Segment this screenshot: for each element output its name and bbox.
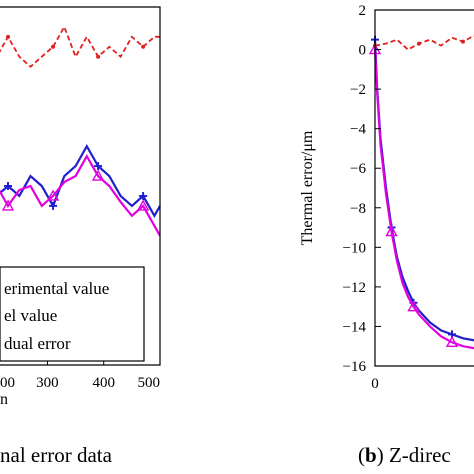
panel-b-series-2-marker [417,41,421,46]
panel-a-caption: nal error data [0,443,113,467]
legend-entry-model: el value [4,306,57,325]
panel-b-ytick-label: −16 [343,359,367,375]
panel-b-ytick-label: −6 [350,161,366,177]
panel-b-axes-box [374,9,474,367]
panel-a-series-2-marker [6,34,11,39]
panel-b-ytick-label: 2 [359,3,367,19]
panel-b-series-2-line [374,34,474,51]
panel-a-xtick-label: 00 [0,375,15,391]
panel-a-series-0-marker [49,201,58,210]
panel-b-ytick-label: −14 [343,319,367,335]
panel-b-ytick-label: 0 [359,43,367,59]
panel-b-ylabel: Thermal error/μm [299,130,316,245]
panel-a-series-0-marker [4,182,13,190]
legend-box [0,266,145,362]
panel-b-series-1-marker [445,335,459,347]
panel-b: 20−2−4−6−8−10−12−14−160100 Thermal error… [299,3,474,467]
panel-a-series-2-marker [51,44,56,49]
panel-b-ytick-label: −8 [350,201,366,217]
panel-b-series-1-line [373,49,474,350]
panel-a-series-2-line [0,24,160,68]
panel-b-series-1-marker [407,300,420,312]
panel-a-series-0-marker [139,191,148,200]
panel-a-xlabel: n [0,391,8,408]
panel-b-series-1-marker [385,225,398,237]
panel-a-xtick-label: 500 [138,375,161,391]
legend-entry-residual: dual error [4,334,71,353]
panel-b-series-0-line [373,39,474,342]
panel-b-ytick-label: −2 [350,82,366,98]
panel-b-ytick-label: −12 [343,280,366,296]
panel-b-caption-letter: b [365,443,377,467]
panel-a-series-1-marker [91,169,105,181]
panel-a-series-1-marker [46,189,60,201]
panel-a-series-0-marker [94,162,103,171]
panel-b-ytick-label: −4 [350,122,366,138]
panel-b-series-2-marker [461,39,465,44]
panel-a-series-0-line [0,143,161,219]
panel-a-series-1-line [0,153,161,237]
panel-a-xtick-label: 300 [36,375,59,391]
panel-a-axes-box [0,6,161,366]
panel-a-series-1-marker [1,199,15,211]
panel-b-caption-text: Z-direc [389,443,451,467]
panel-a: 00 300 400 500 erimental value el value dua… [0,6,161,467]
panel-a-series-2-marker [141,44,146,49]
panel-a-xtick-label: 400 [92,375,115,391]
panel-b-xtick-label: 0 [371,376,379,392]
legend-entry-experimental: erimental value [4,279,109,298]
panel-b-ytick-label: −10 [343,240,366,256]
panel-a-series-1-marker [136,199,150,211]
panel-a-legend: erimental value el value dual error [0,266,145,362]
panel-b-caption: (b) Z-direc [358,443,451,467]
panel-a-series-2-marker [96,54,101,59]
